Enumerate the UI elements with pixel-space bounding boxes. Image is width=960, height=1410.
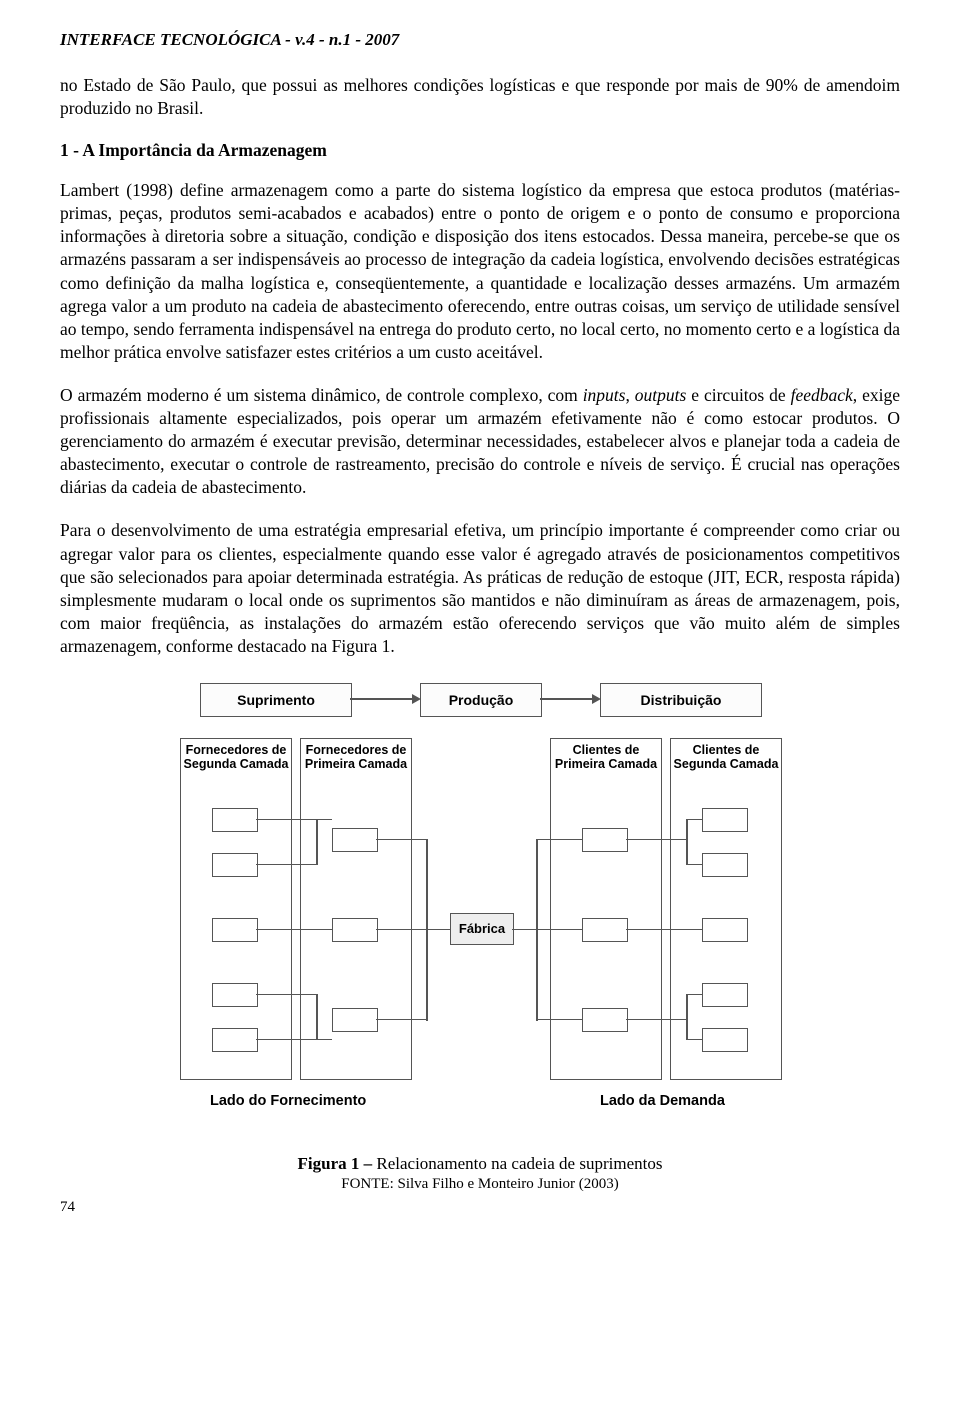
node-box: [702, 983, 748, 1007]
figure-source: FONTE: Silva Filho e Monteiro Junior (20…: [60, 1176, 900, 1193]
p3-italic-inputs: inputs: [583, 385, 626, 405]
paragraph-4: Para o desenvolvimento de uma estratégia…: [60, 519, 900, 658]
figure-caption: Figura 1 – Relacionamento na cadeia de s…: [60, 1154, 900, 1174]
node-box: [582, 1008, 628, 1032]
p3-italic-outputs: outputs: [635, 385, 687, 405]
col-title-2: Fornecedores de Primeira Camada: [301, 743, 411, 772]
figure-label: Figura 1 –: [298, 1154, 377, 1173]
page-number: 74: [60, 1199, 900, 1216]
top-box-producao: Produção: [420, 683, 542, 717]
label-lado-demanda: Lado da Demanda: [600, 1093, 725, 1109]
p3-part-e: e circuitos de: [686, 385, 790, 405]
node-box: [332, 1008, 378, 1032]
p3-part-a: O armazém moderno é um sistema dinâmico,…: [60, 385, 583, 405]
paragraph-2: Lambert (1998) define armazenagem como a…: [60, 179, 900, 364]
node-box: [212, 853, 258, 877]
node-box: [212, 983, 258, 1007]
p3-italic-feedback: feedback: [791, 385, 853, 405]
label-lado-fornecimento: Lado do Fornecimento: [210, 1093, 366, 1109]
figure-text: Relacionamento na cadeia de suprimentos: [376, 1154, 662, 1173]
node-box: [702, 1028, 748, 1052]
node-box: [582, 828, 628, 852]
node-box: [212, 1028, 258, 1052]
col-title-3: Clientes de Primeira Camada: [551, 743, 661, 772]
fabrica-box: Fábrica: [450, 913, 514, 945]
node-box: [332, 828, 378, 852]
node-box: [702, 918, 748, 942]
col-title-1: Fornecedores de Segunda Camada: [181, 743, 291, 772]
node-box: [212, 808, 258, 832]
paragraph-3: O armazém moderno é um sistema dinâmico,…: [60, 384, 900, 499]
top-box-distribuicao: Distribuição: [600, 683, 762, 717]
section-title: 1 - A Importância da Armazenagem: [60, 140, 900, 161]
node-box: [702, 853, 748, 877]
node-box: [582, 918, 628, 942]
col-title-4: Clientes de Segunda Camada: [671, 743, 781, 772]
node-box: [702, 808, 748, 832]
figure-1-diagram: Suprimento Produção Distribuição Fornece…: [60, 678, 900, 1148]
paragraph-intro: no Estado de São Paulo, que possui as me…: [60, 74, 900, 120]
top-box-suprimento: Suprimento: [200, 683, 352, 717]
p3-part-c: ,: [625, 385, 634, 405]
node-box: [332, 918, 378, 942]
journal-header: INTERFACE TECNOLÓGICA - v.4 - n.1 - 2007: [60, 30, 900, 50]
node-box: [212, 918, 258, 942]
